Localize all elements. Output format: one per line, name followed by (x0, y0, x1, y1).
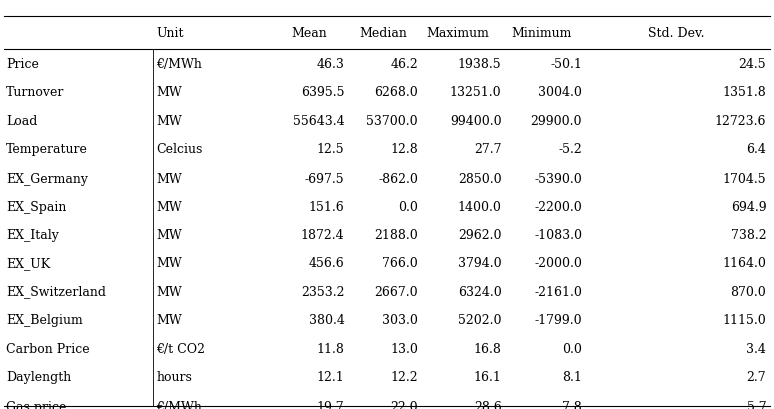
Text: Temperature: Temperature (6, 143, 88, 156)
Text: 28.6: 28.6 (474, 400, 502, 409)
Text: EX_Germany: EX_Germany (6, 173, 88, 186)
Text: 12.1: 12.1 (317, 371, 344, 384)
Text: 1115.0: 1115.0 (722, 313, 766, 326)
Text: Celcius: Celcius (156, 143, 203, 156)
Text: -2161.0: -2161.0 (534, 285, 582, 298)
Text: €/MWh: €/MWh (156, 400, 202, 409)
Text: 2188.0: 2188.0 (374, 229, 418, 242)
Text: EX_UK: EX_UK (6, 257, 50, 270)
Text: 766.0: 766.0 (382, 257, 418, 270)
Text: EX_Spain: EX_Spain (6, 201, 67, 214)
Text: MW: MW (156, 201, 182, 214)
Text: 46.3: 46.3 (317, 57, 344, 70)
Text: MW: MW (156, 115, 182, 128)
Text: -2200.0: -2200.0 (534, 201, 582, 214)
Text: 2353.2: 2353.2 (301, 285, 344, 298)
Text: MW: MW (156, 313, 182, 326)
Text: -5390.0: -5390.0 (534, 173, 582, 186)
Text: 13251.0: 13251.0 (450, 85, 502, 99)
Text: 12723.6: 12723.6 (714, 115, 766, 128)
Text: 870.0: 870.0 (731, 285, 766, 298)
Text: EX_Italy: EX_Italy (6, 229, 59, 242)
Text: 19.7: 19.7 (317, 400, 344, 409)
Text: -5.2: -5.2 (558, 143, 582, 156)
Text: 2962.0: 2962.0 (458, 229, 502, 242)
Text: -697.5: -697.5 (305, 173, 344, 186)
Text: Turnover: Turnover (6, 85, 64, 99)
Text: -862.0: -862.0 (378, 173, 418, 186)
Text: Load: Load (6, 115, 38, 128)
Text: -50.1: -50.1 (550, 57, 582, 70)
Text: 6324.0: 6324.0 (457, 285, 502, 298)
Text: -2000.0: -2000.0 (534, 257, 582, 270)
Text: 29900.0: 29900.0 (530, 115, 582, 128)
Text: 3.4: 3.4 (746, 342, 766, 355)
Text: 13.0: 13.0 (390, 342, 418, 355)
Text: 3794.0: 3794.0 (458, 257, 502, 270)
Text: 1351.8: 1351.8 (722, 85, 766, 99)
Text: Std. Dev.: Std. Dev. (649, 27, 704, 40)
Text: Price: Price (6, 57, 39, 70)
Text: 1400.0: 1400.0 (457, 201, 502, 214)
Text: 22.0: 22.0 (390, 400, 418, 409)
Text: hours: hours (156, 371, 192, 384)
Text: 1938.5: 1938.5 (458, 57, 502, 70)
Text: 2667.0: 2667.0 (375, 285, 418, 298)
Text: €/t CO2: €/t CO2 (156, 342, 205, 355)
Text: -1083.0: -1083.0 (534, 229, 582, 242)
Text: 46.2: 46.2 (390, 57, 418, 70)
Text: Carbon Price: Carbon Price (6, 342, 90, 355)
Text: 6.4: 6.4 (746, 143, 766, 156)
Text: Minimum: Minimum (512, 27, 572, 40)
Text: 55643.4: 55643.4 (293, 115, 344, 128)
Text: 5.7: 5.7 (747, 400, 766, 409)
Text: 11.8: 11.8 (317, 342, 344, 355)
Text: 0.0: 0.0 (562, 342, 582, 355)
Text: 694.9: 694.9 (731, 201, 766, 214)
Text: 99400.0: 99400.0 (450, 115, 502, 128)
Text: MW: MW (156, 173, 182, 186)
Text: 1704.5: 1704.5 (723, 173, 766, 186)
Text: Unit: Unit (156, 27, 184, 40)
Text: MW: MW (156, 257, 182, 270)
Text: Maximum: Maximum (426, 27, 490, 40)
Text: MW: MW (156, 285, 182, 298)
Text: 738.2: 738.2 (731, 229, 766, 242)
Text: 53700.0: 53700.0 (366, 115, 418, 128)
Text: 12.5: 12.5 (317, 143, 344, 156)
Text: 8.1: 8.1 (562, 371, 582, 384)
Text: 151.6: 151.6 (309, 201, 344, 214)
Text: 0.0: 0.0 (398, 201, 418, 214)
Text: 303.0: 303.0 (382, 313, 418, 326)
Text: 16.8: 16.8 (474, 342, 502, 355)
Text: 380.4: 380.4 (309, 313, 344, 326)
Text: Mean: Mean (292, 27, 327, 40)
Text: -1799.0: -1799.0 (534, 313, 582, 326)
Text: EX_Belgium: EX_Belgium (6, 313, 83, 326)
Text: 6395.5: 6395.5 (301, 85, 344, 99)
Text: 12.2: 12.2 (390, 371, 418, 384)
Text: €/MWh: €/MWh (156, 57, 202, 70)
Text: 24.5: 24.5 (738, 57, 766, 70)
Text: 12.8: 12.8 (390, 143, 418, 156)
Text: Median: Median (359, 27, 407, 40)
Text: 16.1: 16.1 (474, 371, 502, 384)
Text: 3004.0: 3004.0 (538, 85, 582, 99)
Text: EX_Switzerland: EX_Switzerland (6, 285, 106, 298)
Text: 27.7: 27.7 (474, 143, 502, 156)
Text: MW: MW (156, 229, 182, 242)
Text: 2850.0: 2850.0 (458, 173, 502, 186)
Text: Gas price: Gas price (6, 400, 67, 409)
Text: 5202.0: 5202.0 (458, 313, 502, 326)
Text: MW: MW (156, 85, 182, 99)
Text: Daylength: Daylength (6, 371, 71, 384)
Text: 6268.0: 6268.0 (374, 85, 418, 99)
Text: 456.6: 456.6 (309, 257, 344, 270)
Text: 1872.4: 1872.4 (301, 229, 344, 242)
Text: 1164.0: 1164.0 (722, 257, 766, 270)
Text: 7.8: 7.8 (562, 400, 582, 409)
Text: 2.7: 2.7 (747, 371, 766, 384)
